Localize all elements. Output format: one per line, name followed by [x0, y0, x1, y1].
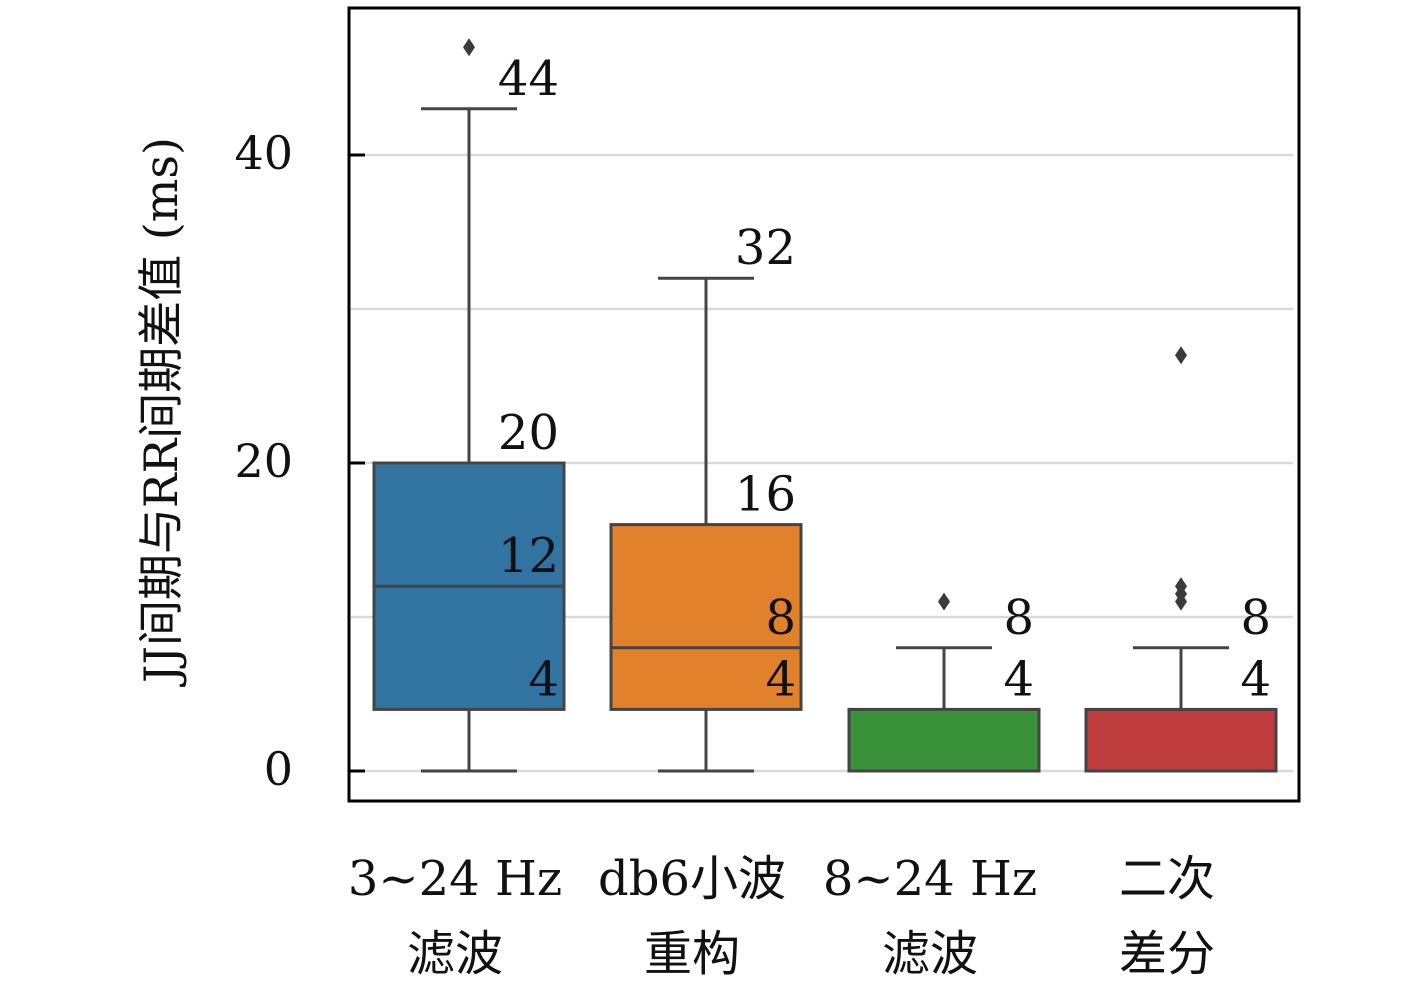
- outlier-point: [463, 38, 475, 57]
- outlier-point: [938, 592, 950, 611]
- y-ticks: 0 20 40: [234, 126, 365, 796]
- x-category-label: 滤波: [882, 926, 978, 982]
- x-category-label: 二次: [1119, 851, 1215, 907]
- data-label: 12: [498, 528, 559, 584]
- data-label: 16: [735, 467, 796, 523]
- iqr-box: [609, 523, 803, 711]
- iqr-box: [1084, 707, 1278, 773]
- x-category-label: 滤波: [407, 926, 503, 982]
- y-tick-label: 40: [234, 126, 293, 180]
- box-group: [609, 276, 803, 773]
- x-category-label: 差分: [1119, 926, 1215, 982]
- x-category-label: db6小波: [598, 851, 786, 907]
- x-category-label: 3~24 Hz: [348, 851, 562, 907]
- data-label: 4: [1003, 651, 1034, 707]
- outlier-point: [1175, 592, 1187, 611]
- x-category-label: 8~24 Hz: [823, 851, 1037, 907]
- data-label: 8: [1240, 590, 1271, 646]
- data-label: 4: [765, 651, 796, 707]
- box-group: [1084, 346, 1278, 773]
- y-axis-title: JJ间期与RR间期差值 (ms): [134, 137, 188, 687]
- plot-frame: [347, 6, 1301, 803]
- outlier-point: [1175, 346, 1187, 365]
- data-label: 8: [765, 590, 796, 646]
- y-tick-label: 20: [234, 434, 293, 488]
- data-label: 8: [1003, 590, 1034, 646]
- box-group: [372, 38, 566, 773]
- data-label: 44: [498, 51, 559, 107]
- y-tick-label: 0: [264, 742, 293, 796]
- box-group: [847, 592, 1041, 773]
- data-label: 4: [528, 651, 559, 707]
- x-category-label: 重构: [644, 926, 740, 982]
- data-label: 32: [735, 220, 796, 276]
- data-label: 4: [1240, 651, 1271, 707]
- boxes: [372, 38, 1278, 773]
- iqr-box: [847, 707, 1041, 773]
- data-label: 20: [498, 405, 559, 461]
